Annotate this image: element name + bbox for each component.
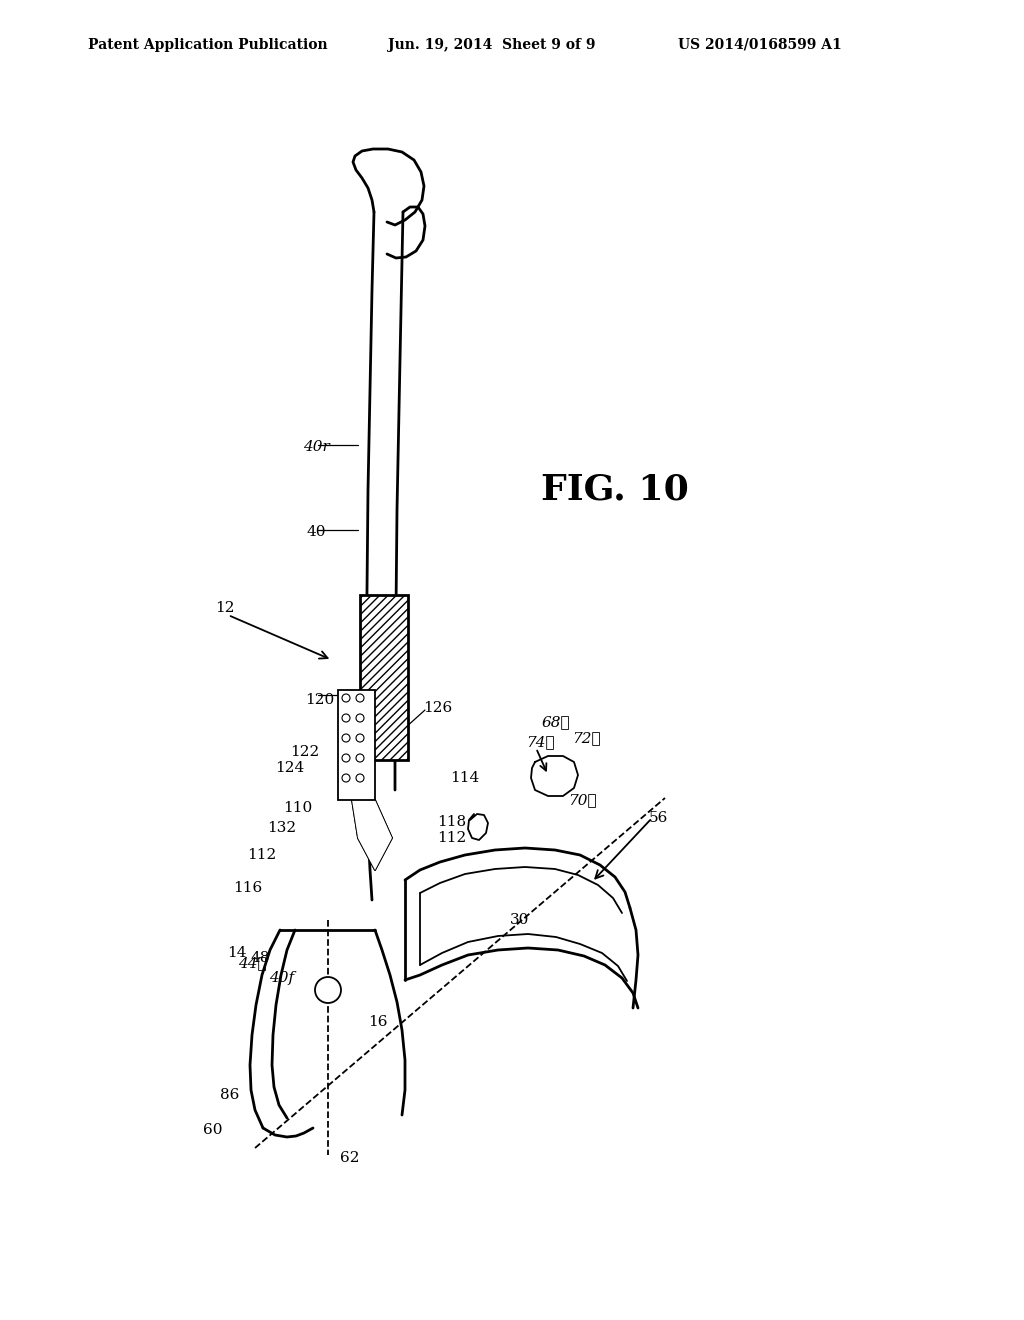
Text: 68ℓ: 68ℓ	[542, 715, 570, 729]
Circle shape	[342, 734, 350, 742]
Text: 116: 116	[233, 880, 262, 895]
Circle shape	[342, 694, 350, 702]
Text: 72ℓ: 72ℓ	[571, 731, 600, 744]
Circle shape	[356, 754, 364, 762]
Bar	[360, 595, 408, 760]
Text: 120: 120	[305, 693, 335, 708]
Text: 112: 112	[437, 832, 467, 845]
Polygon shape	[352, 800, 392, 870]
Text: 40: 40	[306, 525, 326, 539]
Text: 60: 60	[203, 1123, 223, 1137]
Text: 16: 16	[369, 1015, 388, 1030]
Circle shape	[342, 714, 350, 722]
Text: 70ℓ: 70ℓ	[567, 793, 596, 807]
Text: 40r: 40r	[303, 440, 330, 454]
Circle shape	[356, 714, 364, 722]
Text: 14: 14	[227, 946, 247, 960]
Text: Patent Application Publication: Patent Application Publication	[88, 38, 328, 51]
Text: US 2014/0168599 A1: US 2014/0168599 A1	[678, 38, 842, 51]
Circle shape	[356, 774, 364, 781]
Circle shape	[342, 774, 350, 781]
Text: 48: 48	[250, 950, 269, 965]
Circle shape	[356, 694, 364, 702]
Text: 74ℓ: 74ℓ	[525, 735, 554, 748]
Text: 126: 126	[423, 701, 453, 715]
Text: 12: 12	[215, 601, 234, 615]
Text: 62: 62	[340, 1151, 359, 1166]
Text: 56: 56	[648, 810, 668, 825]
Text: 44ℓ: 44ℓ	[238, 956, 266, 970]
Text: 114: 114	[451, 771, 479, 785]
Text: Jun. 19, 2014  Sheet 9 of 9: Jun. 19, 2014 Sheet 9 of 9	[388, 38, 596, 51]
Text: 112: 112	[248, 847, 276, 862]
Text: 30: 30	[510, 913, 529, 927]
Bar	[360, 595, 408, 760]
Text: 124: 124	[275, 762, 304, 775]
Text: 122: 122	[291, 744, 319, 759]
Text: 118: 118	[437, 814, 467, 829]
Circle shape	[342, 754, 350, 762]
Text: 40f: 40f	[269, 972, 295, 985]
Bar	[338, 690, 375, 800]
Text: 86: 86	[220, 1088, 240, 1102]
Circle shape	[315, 977, 341, 1003]
Text: 110: 110	[284, 801, 312, 814]
Circle shape	[356, 734, 364, 742]
Text: FIG. 10: FIG. 10	[541, 473, 689, 507]
Text: 132: 132	[267, 821, 297, 836]
